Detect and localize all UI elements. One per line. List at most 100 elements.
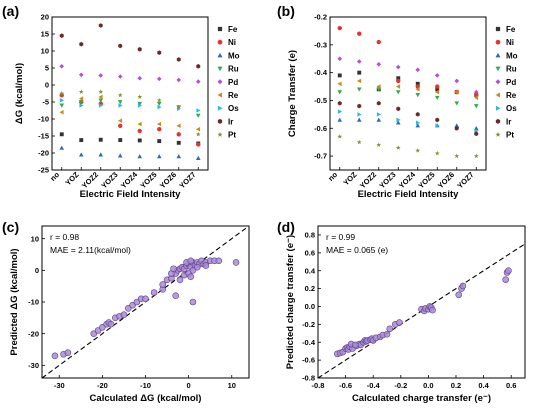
y-tick-label: -0.5 [314, 96, 327, 105]
legend-marker-ir [495, 118, 501, 124]
legend-marker-ru [495, 66, 501, 72]
legend-label-mo: Mo [228, 51, 240, 60]
data-point-pd [434, 73, 440, 78]
data-point-os [137, 103, 143, 108]
legend-label-fe: Fe [506, 25, 516, 34]
data-point-ru [415, 93, 421, 98]
data-point-fe [59, 132, 64, 137]
x-tick-label: YOZ7 [455, 170, 475, 190]
data-point-ni [337, 25, 342, 31]
legend-label-ni: Ni [506, 38, 514, 47]
r-annotation: r = 0.99 [326, 232, 355, 242]
y-tick-label: 0.2 [305, 284, 315, 293]
x-tick-label: no [48, 170, 61, 183]
data-point-ni [196, 142, 201, 147]
y-tick-label: -0.6 [302, 356, 315, 365]
data-point-pt [195, 131, 201, 137]
data-point-re [454, 89, 459, 95]
data-point-fe [337, 73, 342, 78]
data-point [187, 273, 195, 280]
panel-d: (d) -0.8 -0.6 -0.4 -0.2 0.0 0.2 0.4 0.6 -0.8 -0.6 -… [277, 219, 526, 404]
data-point-ni [137, 128, 142, 134]
panel-label: (d) [277, 219, 295, 235]
data-point-pt [454, 153, 460, 159]
data-point-ir [118, 43, 123, 49]
data-point [505, 267, 512, 275]
x-tick-label: YOZ3 [99, 170, 119, 190]
data-point-pd [415, 67, 421, 73]
data-point-mo [98, 152, 104, 157]
data-point-mo [356, 117, 362, 122]
data-point-re [59, 109, 64, 115]
legend-marker-os [218, 105, 223, 111]
data-point-pt [473, 153, 479, 159]
data-point-ir [454, 125, 459, 131]
data-point-mo [415, 123, 421, 128]
data-point-ir [176, 57, 181, 62]
data-point-ni [118, 123, 123, 128]
legend-label-re: Re [506, 91, 517, 100]
data-point-ru [156, 101, 162, 106]
data-point-pd [156, 76, 162, 82]
legend-marker-ru [217, 66, 223, 72]
data-point-os [337, 109, 343, 114]
data-point [51, 352, 59, 360]
y-axis-label: Predicted ΔG (kcal/mol) [9, 248, 20, 355]
y-axis-label: Charge Transfer (e) [287, 50, 298, 137]
data-point-pt [395, 145, 401, 150]
data-point-ru [59, 103, 65, 108]
legend-label-os: Os [506, 104, 517, 113]
data-point-os [59, 98, 65, 103]
data-point-re [337, 81, 342, 87]
data-point [396, 319, 403, 326]
legend-label-pt: Pt [228, 131, 236, 140]
x-axis-label: Calculated ΔG (kcal/mol) [90, 393, 202, 404]
legend-marker-re [217, 92, 222, 98]
data-point-pd [195, 79, 201, 84]
data-point-ru [337, 90, 343, 95]
data-point-mo [337, 117, 343, 122]
data-point-pt [415, 148, 421, 153]
data-point-pt [376, 142, 382, 148]
y-tick-label: 0.8 [305, 231, 315, 240]
x-tick-label: -0.2 [394, 381, 407, 390]
data-point-re [117, 118, 123, 123]
y-tick-label: -0.8 [302, 374, 315, 383]
data-point [215, 257, 223, 265]
data-point [120, 311, 128, 318]
data-point-os [98, 103, 104, 108]
data-point [142, 295, 149, 303]
panel-label: (a) [2, 3, 19, 19]
legend-marker-pd [217, 79, 223, 85]
legend-label-ru: Ru [506, 65, 517, 74]
data-point-os [79, 103, 84, 108]
data-point-pd [395, 64, 401, 70]
data-point-mo [59, 145, 65, 150]
data-point-ru [473, 104, 479, 109]
y-tick-label: 10 [31, 234, 39, 243]
data-point-os [396, 117, 401, 123]
legend-label-mo: Mo [506, 51, 518, 60]
data-point-re [156, 121, 162, 127]
data-point-ir [59, 33, 64, 38]
data-point-re [376, 84, 381, 89]
data-point-pd [98, 73, 104, 78]
panel-c: (c) -30 -20 -10 0 10 -30 -20 -10 0 10 r = 0.98 MAE =… [2, 219, 250, 404]
x-tick-label: no [326, 170, 339, 183]
x-tick-label: YOZ4 [397, 169, 418, 190]
data-point-fe [176, 140, 181, 145]
legend-label-ir: Ir [228, 117, 233, 126]
legend-marker-pd [495, 79, 501, 85]
x-tick-label: -10 [140, 381, 151, 390]
y-tick-label: -30 [28, 361, 39, 370]
data-point-re [195, 126, 201, 132]
legend-marker-ni [217, 39, 223, 45]
legend-marker-re [495, 92, 500, 98]
y-tick-label: 0.6 [305, 248, 315, 257]
x-tick-label: YOZ5 [416, 170, 436, 190]
data-point-re [98, 94, 103, 100]
data-point-ru [434, 95, 440, 100]
data-point-ru [376, 87, 382, 92]
data-point-mo [195, 155, 201, 160]
